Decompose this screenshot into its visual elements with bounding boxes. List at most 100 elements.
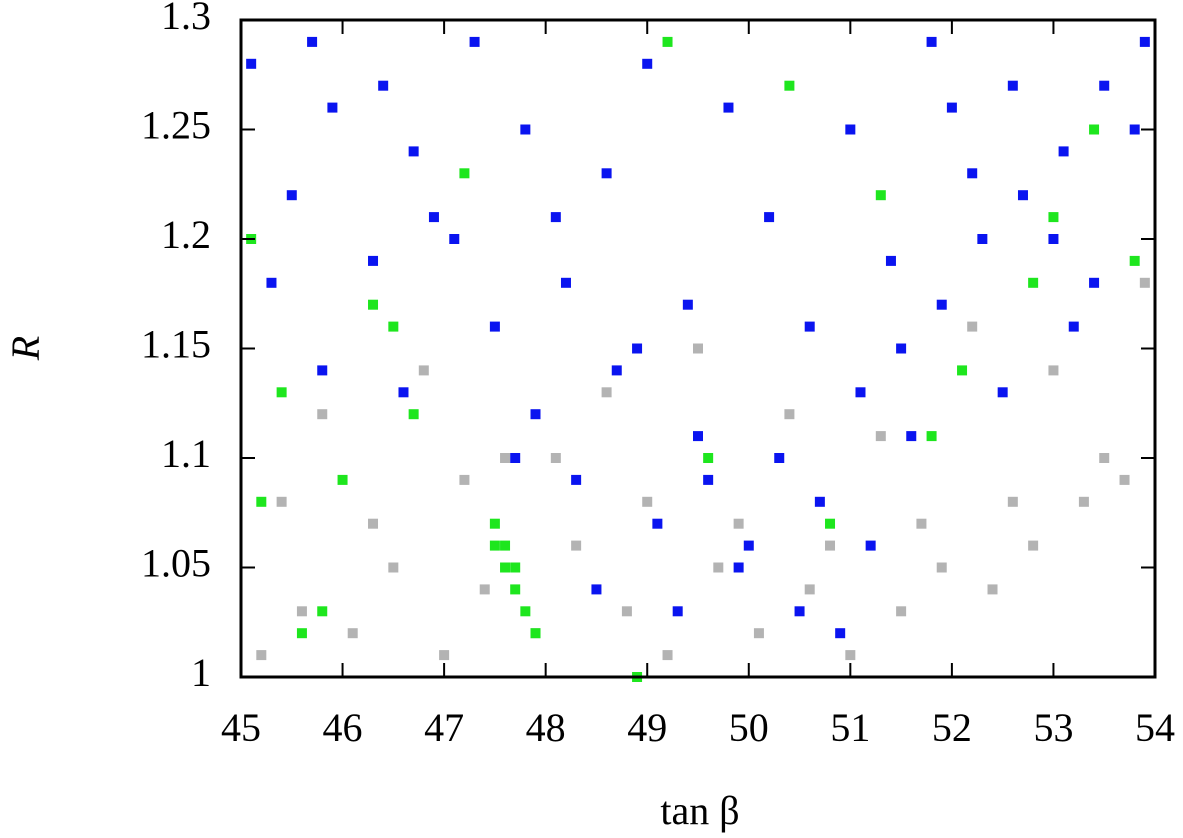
point bbox=[662, 650, 673, 661]
point bbox=[642, 58, 653, 69]
point bbox=[286, 190, 297, 201]
point bbox=[1007, 496, 1018, 507]
x-tick-label: 50 bbox=[729, 705, 769, 750]
point bbox=[439, 650, 450, 661]
x-tick-label: 51 bbox=[830, 705, 870, 750]
y-tick-label: 1 bbox=[191, 650, 211, 695]
x-tick-label: 48 bbox=[526, 705, 566, 750]
point bbox=[337, 474, 348, 485]
point bbox=[601, 387, 612, 398]
point bbox=[449, 234, 460, 244]
point bbox=[764, 212, 775, 223]
point bbox=[1139, 36, 1150, 47]
point bbox=[1089, 277, 1100, 288]
point bbox=[682, 299, 693, 310]
point bbox=[774, 453, 785, 463]
point bbox=[510, 584, 521, 595]
point bbox=[896, 606, 907, 617]
point bbox=[703, 474, 714, 485]
point bbox=[621, 606, 632, 617]
point bbox=[652, 518, 663, 529]
point bbox=[997, 387, 1008, 398]
points bbox=[246, 36, 1150, 682]
point bbox=[611, 365, 622, 376]
y-tick-label: 1.1 bbox=[161, 431, 211, 476]
point bbox=[296, 606, 307, 617]
point bbox=[368, 255, 379, 266]
point bbox=[459, 474, 470, 485]
point bbox=[1078, 496, 1089, 507]
point bbox=[916, 518, 927, 529]
point bbox=[368, 518, 379, 529]
point bbox=[317, 365, 328, 376]
point bbox=[1028, 277, 1039, 288]
point bbox=[601, 168, 612, 179]
point bbox=[693, 431, 703, 442]
point bbox=[865, 540, 876, 551]
point bbox=[987, 584, 998, 595]
point bbox=[368, 299, 379, 310]
point bbox=[550, 453, 561, 463]
point bbox=[459, 168, 470, 179]
point bbox=[500, 453, 511, 463]
point bbox=[560, 277, 571, 288]
x-tick-label: 54 bbox=[1135, 705, 1175, 750]
point bbox=[1028, 540, 1039, 551]
point bbox=[489, 540, 500, 551]
x-tick-label: 53 bbox=[1033, 705, 1073, 750]
point bbox=[936, 562, 947, 573]
point bbox=[662, 36, 673, 47]
point bbox=[804, 584, 815, 595]
point bbox=[875, 431, 886, 442]
point bbox=[936, 299, 947, 310]
point bbox=[550, 212, 561, 223]
point bbox=[794, 606, 805, 617]
point bbox=[896, 343, 907, 354]
point bbox=[1048, 212, 1059, 223]
point bbox=[276, 387, 287, 398]
point bbox=[743, 540, 754, 551]
point bbox=[317, 409, 328, 420]
point bbox=[753, 628, 764, 639]
point bbox=[825, 518, 836, 529]
point bbox=[327, 102, 338, 113]
point bbox=[967, 321, 978, 332]
point bbox=[398, 387, 409, 398]
point bbox=[967, 168, 978, 179]
point bbox=[1048, 365, 1059, 376]
point bbox=[530, 628, 541, 639]
point bbox=[469, 36, 480, 47]
point bbox=[408, 146, 419, 157]
point bbox=[1048, 234, 1059, 244]
point bbox=[642, 496, 653, 507]
x-tick-label: 46 bbox=[323, 705, 363, 750]
point bbox=[703, 453, 714, 463]
x-tick-label: 45 bbox=[221, 705, 261, 750]
point bbox=[957, 365, 968, 376]
x-axis-label: tan β bbox=[660, 788, 739, 833]
point bbox=[388, 321, 399, 332]
point bbox=[428, 212, 439, 223]
point bbox=[784, 409, 795, 420]
point bbox=[814, 496, 825, 507]
point bbox=[977, 234, 988, 244]
point bbox=[246, 58, 257, 69]
point bbox=[835, 628, 846, 639]
y-tick-label: 1.05 bbox=[141, 541, 211, 586]
point bbox=[926, 431, 937, 442]
point bbox=[723, 102, 734, 113]
point bbox=[530, 409, 541, 420]
point bbox=[1119, 474, 1130, 485]
point bbox=[276, 496, 287, 507]
point bbox=[875, 190, 886, 201]
point bbox=[1007, 80, 1018, 91]
point bbox=[317, 606, 328, 617]
point bbox=[1139, 277, 1150, 288]
point bbox=[1017, 190, 1028, 201]
point bbox=[510, 562, 521, 573]
point bbox=[591, 584, 602, 595]
point bbox=[906, 431, 917, 442]
point bbox=[266, 277, 277, 288]
